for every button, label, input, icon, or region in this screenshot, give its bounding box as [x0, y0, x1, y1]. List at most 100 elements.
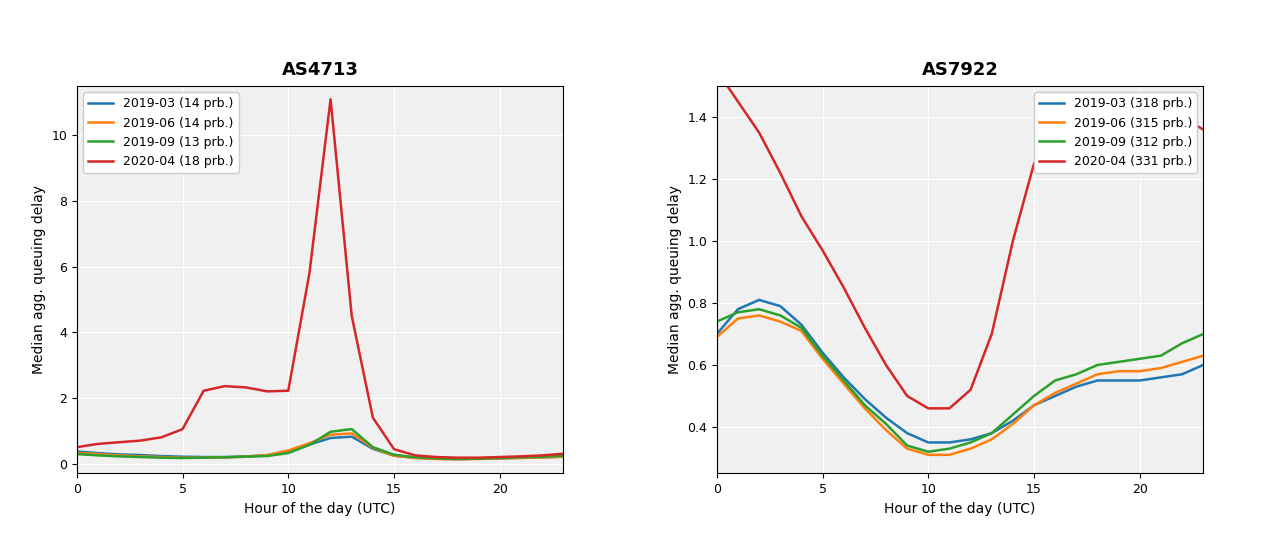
- 2019-03 (14 prb.): [365, 445, 380, 452]
- Y-axis label: Median agg. queuing delay: Median agg. queuing delay: [32, 185, 46, 374]
- 2019-09 (13 prb.): [449, 456, 465, 462]
- 2020-04 (331 prb.): [963, 386, 978, 393]
- 2019-09 (312 prb.): [1047, 377, 1062, 384]
- 2019-03 (318 prb.): [920, 439, 936, 445]
- 2020-04 (18 prb.): [175, 426, 191, 433]
- 2019-06 (14 prb.): [196, 455, 211, 461]
- 2019-09 (13 prb.): [218, 454, 233, 461]
- 2019-06 (315 prb.): [900, 445, 915, 452]
- 2019-06 (315 prb.): [773, 318, 788, 325]
- 2019-09 (312 prb.): [920, 449, 936, 455]
- 2020-04 (18 prb.): [111, 439, 127, 445]
- 2019-03 (14 prb.): [302, 441, 317, 448]
- 2019-06 (14 prb.): [556, 454, 571, 460]
- X-axis label: Hour of the day (UTC): Hour of the day (UTC): [884, 502, 1036, 516]
- 2019-06 (14 prb.): [154, 454, 169, 460]
- 2020-04 (331 prb.): [1174, 114, 1189, 121]
- 2019-03 (14 prb.): [471, 456, 486, 462]
- 2019-09 (13 prb.): [407, 454, 422, 461]
- 2019-03 (318 prb.): [731, 306, 746, 313]
- 2019-06 (315 prb.): [1005, 421, 1020, 427]
- 2019-03 (14 prb.): [260, 452, 275, 458]
- 2019-09 (13 prb.): [492, 455, 507, 461]
- 2019-03 (318 prb.): [1153, 374, 1169, 380]
- 2020-04 (331 prb.): [1153, 114, 1169, 121]
- 2020-04 (331 prb.): [709, 67, 724, 74]
- 2019-06 (315 prb.): [1153, 365, 1169, 371]
- Legend: 2019-03 (318 prb.), 2019-06 (315 prb.), 2019-09 (312 prb.), 2020-04 (331 prb.): 2019-03 (318 prb.), 2019-06 (315 prb.), …: [1033, 93, 1197, 173]
- 2019-03 (14 prb.): [69, 448, 84, 455]
- 2019-09 (312 prb.): [900, 442, 915, 449]
- 2020-04 (331 prb.): [1047, 129, 1062, 136]
- 2019-06 (315 prb.): [963, 445, 978, 452]
- Title: AS4713: AS4713: [282, 61, 358, 79]
- 2019-06 (315 prb.): [1132, 368, 1147, 374]
- 2020-04 (331 prb.): [942, 405, 957, 412]
- 2019-03 (14 prb.): [449, 456, 465, 462]
- 2019-09 (13 prb.): [387, 451, 402, 458]
- 2019-03 (14 prb.): [91, 450, 106, 456]
- 2019-06 (315 prb.): [709, 334, 724, 341]
- 2019-09 (312 prb.): [984, 430, 1000, 436]
- 2020-04 (331 prb.): [1069, 114, 1084, 121]
- 2019-09 (312 prb.): [1174, 340, 1189, 346]
- Y-axis label: Median agg. queuing delay: Median agg. queuing delay: [668, 185, 681, 374]
- 2019-03 (318 prb.): [900, 430, 915, 436]
- 2019-06 (315 prb.): [794, 328, 809, 334]
- 2019-09 (312 prb.): [878, 421, 893, 427]
- 2019-09 (312 prb.): [773, 312, 788, 318]
- 2020-04 (18 prb.): [534, 452, 549, 458]
- 2019-03 (318 prb.): [751, 296, 767, 303]
- 2019-09 (312 prb.): [731, 309, 746, 315]
- 2020-04 (331 prb.): [773, 169, 788, 176]
- 2019-03 (318 prb.): [858, 396, 873, 402]
- 2019-03 (318 prb.): [773, 303, 788, 309]
- X-axis label: Hour of the day (UTC): Hour of the day (UTC): [244, 502, 396, 516]
- 2019-06 (14 prb.): [344, 430, 360, 437]
- 2019-09 (13 prb.): [534, 454, 549, 460]
- 2020-04 (331 prb.): [920, 405, 936, 412]
- 2019-06 (14 prb.): [133, 453, 148, 459]
- 2020-04 (331 prb.): [1111, 114, 1126, 121]
- 2020-04 (331 prb.): [984, 331, 1000, 337]
- 2019-09 (13 prb.): [513, 454, 529, 461]
- Line: 2019-03 (14 prb.): 2019-03 (14 prb.): [77, 437, 563, 459]
- 2019-03 (14 prb.): [344, 434, 360, 440]
- 2019-09 (312 prb.): [1069, 371, 1084, 378]
- 2019-06 (14 prb.): [471, 456, 486, 462]
- 2020-04 (331 prb.): [836, 284, 851, 291]
- 2019-03 (318 prb.): [1047, 393, 1062, 399]
- 2019-09 (13 prb.): [302, 442, 317, 448]
- 2020-04 (18 prb.): [196, 387, 211, 394]
- 2019-03 (318 prb.): [1111, 377, 1126, 384]
- 2020-04 (18 prb.): [365, 414, 380, 421]
- 2020-04 (18 prb.): [449, 455, 465, 461]
- 2019-09 (312 prb.): [1196, 331, 1211, 337]
- 2019-03 (14 prb.): [218, 454, 233, 460]
- Line: 2020-04 (18 prb.): 2020-04 (18 prb.): [77, 99, 563, 458]
- 2020-04 (331 prb.): [1132, 114, 1147, 121]
- 2020-04 (18 prb.): [556, 450, 571, 457]
- 2019-03 (318 prb.): [1089, 377, 1105, 384]
- 2019-03 (318 prb.): [984, 430, 1000, 436]
- 2019-06 (14 prb.): [513, 455, 529, 461]
- 2020-04 (18 prb.): [260, 388, 275, 394]
- 2019-06 (14 prb.): [407, 455, 422, 461]
- 2019-03 (14 prb.): [238, 453, 253, 459]
- 2019-06 (315 prb.): [815, 356, 831, 362]
- Line: 2019-06 (315 prb.): 2019-06 (315 prb.): [717, 315, 1203, 455]
- 2019-06 (14 prb.): [534, 454, 549, 461]
- 2019-03 (318 prb.): [1027, 402, 1042, 408]
- 2019-03 (14 prb.): [513, 455, 529, 461]
- Line: 2020-04 (331 prb.): 2020-04 (331 prb.): [717, 70, 1203, 408]
- 2019-09 (312 prb.): [1089, 362, 1105, 368]
- 2020-04 (331 prb.): [1196, 126, 1211, 133]
- 2019-09 (13 prb.): [280, 450, 296, 456]
- 2020-04 (18 prb.): [133, 437, 148, 444]
- 2019-06 (315 prb.): [1069, 380, 1084, 387]
- Title: AS7922: AS7922: [922, 61, 998, 79]
- 2019-09 (312 prb.): [1027, 393, 1042, 399]
- 2019-03 (14 prb.): [556, 454, 571, 460]
- 2020-04 (331 prb.): [900, 393, 915, 399]
- 2019-06 (315 prb.): [1196, 352, 1211, 359]
